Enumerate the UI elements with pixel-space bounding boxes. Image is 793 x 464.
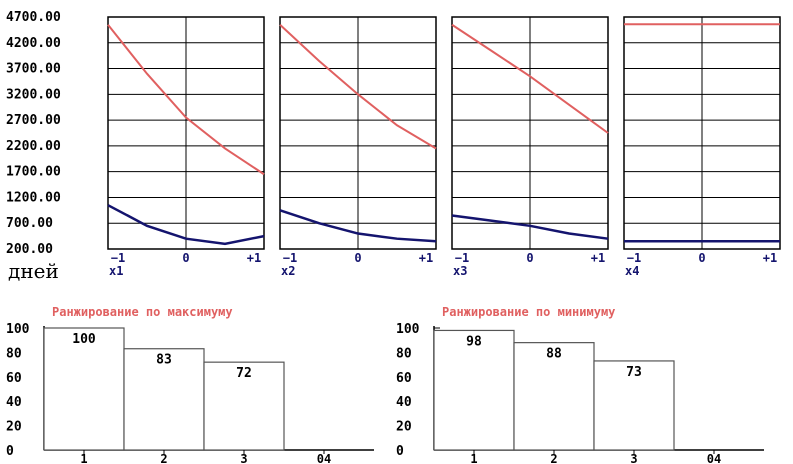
- x-tick-label: 2: [550, 452, 557, 464]
- y-tick-label: 20: [6, 420, 22, 435]
- bar-chart-title: Ранжирование по максимуму: [52, 305, 233, 319]
- y-tick-label: 1200.00: [6, 190, 61, 205]
- y-tick-label: 1700.00: [6, 165, 61, 180]
- bar-value-label: 100: [72, 332, 96, 347]
- y-tick-label: 200.00: [6, 242, 53, 257]
- y-tick-label: 4200.00: [6, 36, 61, 51]
- x-tick-label: 0: [698, 251, 705, 265]
- x-tick-label: 0: [182, 251, 189, 265]
- y-tick-label: 80: [396, 346, 412, 361]
- lower-series-line: [279, 209, 437, 243]
- bar-value-label: 83: [156, 353, 172, 368]
- bar-value-label: 88: [546, 347, 562, 362]
- x-axis-label: x3: [453, 264, 467, 278]
- y-tick-label: 60: [6, 371, 22, 386]
- bar: [43, 327, 125, 451]
- x-tick-label: +1: [591, 251, 605, 265]
- x-axis-label: x2: [281, 264, 295, 278]
- upper-series-line: [451, 23, 609, 134]
- y-tick-label: 80: [6, 346, 22, 361]
- x-tick-label: +1: [247, 251, 261, 265]
- x-tick-label: −1: [111, 251, 125, 265]
- y-tick-label: 100: [6, 322, 30, 337]
- bar-value-label: 73: [626, 365, 642, 380]
- x-tick-label: +1: [763, 251, 777, 265]
- y-tick-label: 3700.00: [6, 62, 61, 77]
- bar-chart-title: Ранжирование по минимуму: [442, 305, 615, 319]
- x-tick-label: 3: [240, 452, 247, 464]
- y-tick-label: 60: [396, 371, 412, 386]
- bar: [593, 360, 675, 451]
- lower-series-line: [107, 204, 265, 246]
- y-tick-label: 4700.00: [6, 10, 61, 25]
- lower-series-line: [451, 214, 609, 240]
- upper-series-line: [107, 24, 265, 176]
- y-tick-label: 2700.00: [6, 113, 61, 128]
- bar-value-label: 98: [466, 334, 482, 349]
- y-tick-label: 20: [396, 420, 412, 435]
- x-tick-label: 1: [470, 452, 477, 464]
- y-tick-label: 40: [396, 395, 412, 410]
- y-tick-label: 700.00: [6, 216, 53, 231]
- x-axis-label: x4: [625, 264, 639, 278]
- x-tick-label: 0: [526, 251, 533, 265]
- x-tick-label: 0: [354, 251, 361, 265]
- bar: [203, 361, 285, 451]
- bar: [433, 329, 515, 451]
- x-tick-label: +1: [419, 251, 433, 265]
- x-tick-label: 3: [630, 452, 637, 464]
- y-tick-label: 0: [6, 444, 14, 459]
- y-tick-label: 40: [6, 395, 22, 410]
- x-tick-label: −1: [455, 251, 469, 265]
- x-tick-label: 04: [707, 452, 721, 464]
- x-tick-label: −1: [627, 251, 641, 265]
- y-unit-label: дней: [8, 259, 59, 283]
- y-tick-label: 0: [396, 444, 404, 459]
- x-tick-label: −1: [283, 251, 297, 265]
- x-tick-label: 1: [80, 452, 87, 464]
- bar: [123, 348, 205, 451]
- y-tick-label: 3200.00: [6, 87, 61, 102]
- x-tick-label: 2: [160, 452, 167, 464]
- y-tick-label: 100: [396, 322, 420, 337]
- upper-series-line: [279, 23, 437, 150]
- x-tick-label: 04: [317, 452, 331, 464]
- y-tick-label: 2200.00: [6, 139, 61, 154]
- x-axis-label: x1: [109, 264, 123, 278]
- bar-value-label: 72: [236, 366, 252, 381]
